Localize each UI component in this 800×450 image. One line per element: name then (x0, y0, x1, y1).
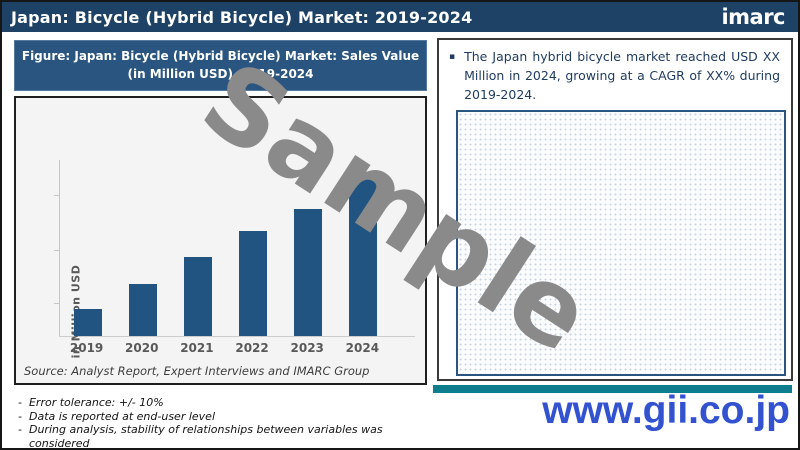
footnote-dash: - (18, 409, 22, 423)
page-title: Japan: Bicycle (Hybrid Bicycle) Market: … (11, 7, 473, 27)
gii-website-link[interactable]: www.gii.co.jp (542, 389, 790, 432)
bullet-icon: ▪ (449, 52, 456, 62)
summary-panel: ▪ The Japan hybrid bicycle market reache… (437, 38, 793, 381)
footnote-text: During analysis, stability of relationsh… (28, 423, 383, 450)
bar-2020 (128, 283, 157, 336)
summary-bullet-row: ▪ The Japan hybrid bicycle market reache… (439, 40, 791, 104)
x-tick-label-2022: 2022 (235, 341, 269, 355)
footnote-item: - During analysis, stability of relation… (18, 423, 428, 450)
footnote-text: Data is reported at end-user level (28, 409, 216, 423)
bar-2023 (293, 209, 322, 336)
bar-2022 (238, 231, 267, 336)
bar-2024 (348, 177, 377, 336)
x-tick-label-2021: 2021 (180, 341, 214, 355)
figure-title: Figure: Japan: Bicycle (Hybrid Bicycle) … (14, 40, 427, 91)
header-bar: Japan: Bicycle (Hybrid Bicycle) Market: … (2, 2, 798, 32)
footnote-item: - Data is reported at end-user level (18, 410, 428, 424)
footnotes: - Error tolerance: +/- 10% - Data is rep… (18, 396, 428, 450)
source-note: Source: Analyst Report, Expert Interview… (24, 364, 370, 378)
redacted-content-placeholder (456, 110, 786, 376)
chart-xlabels: 2019 2020 2021 2022 2023 2024 (59, 341, 415, 355)
teal-divider-bar (433, 385, 792, 393)
footnote-text: Error tolerance: +/- 10% (28, 396, 164, 409)
y-axis-tick (54, 195, 60, 197)
summary-text: The Japan hybrid bicycle market reached … (464, 49, 780, 102)
x-tick-label-2020: 2020 (125, 341, 159, 355)
bar-chart: in Million USD 201920202021202220232024 … (14, 96, 427, 385)
footnote-dash: - (18, 423, 22, 436)
x-tick-label-2024: 2024 (345, 341, 380, 355)
imarc-logo: imarc (721, 5, 785, 29)
bar-2021 (183, 256, 212, 336)
chart-plot-area: in Million USD (54, 160, 415, 358)
footnote-item: - Error tolerance: +/- 10% (18, 396, 428, 410)
y-axis-tick (54, 249, 60, 251)
figure-title-line2: (in Million USD), 2019-2024 (127, 66, 314, 81)
footnote-dash: - (18, 396, 22, 409)
bar-2019 (73, 309, 102, 336)
figure-title-line1: Figure: Japan: Bicycle (Hybrid Bicycle) … (21, 49, 420, 64)
y-axis-tick (54, 302, 60, 304)
x-tick-label-2023: 2023 (290, 341, 324, 355)
chart-bars (60, 160, 415, 336)
x-tick-label-2019: 2019 (69, 341, 104, 355)
